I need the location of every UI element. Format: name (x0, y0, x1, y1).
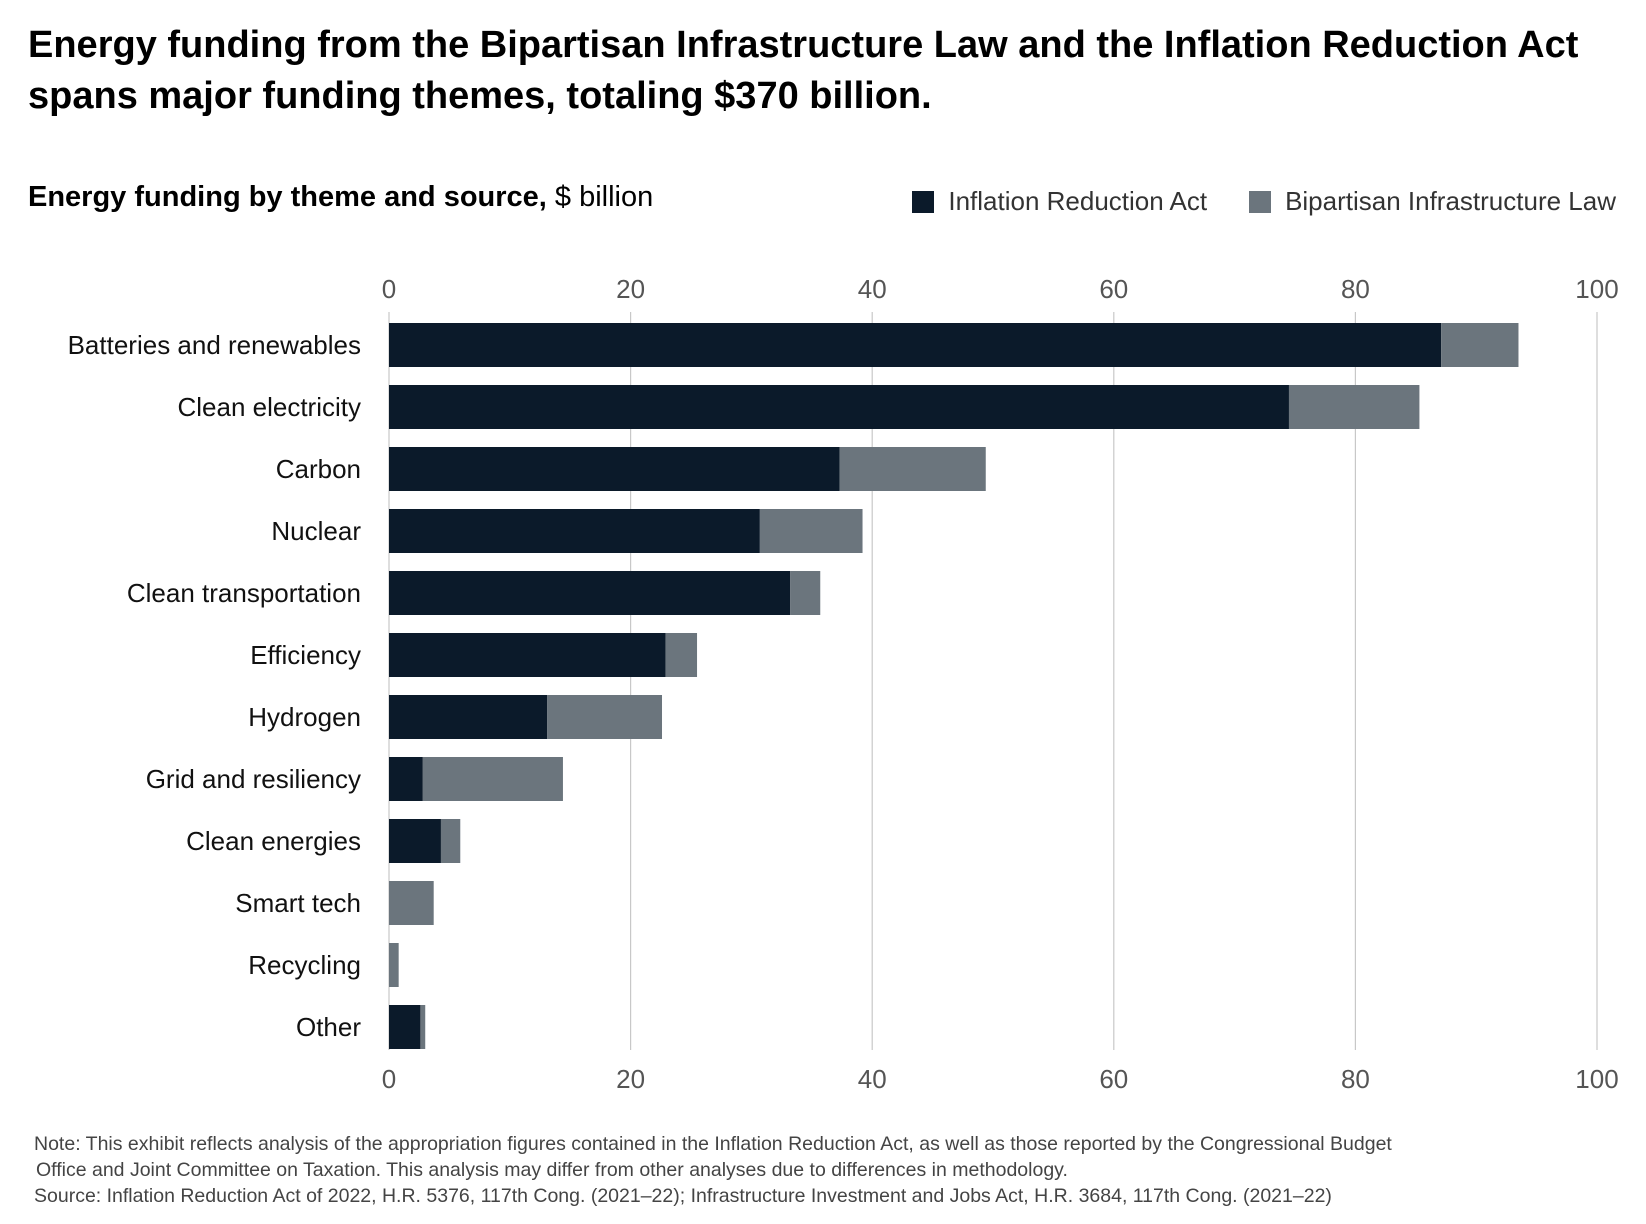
bar-batteries-and-renewables-bil (1441, 323, 1519, 367)
category-label-clean-energies: Clean energies (186, 826, 361, 856)
bar-clean-electricity-bil (1288, 385, 1420, 429)
legend-label-ira: Inflation Reduction Act (948, 186, 1208, 216)
x-tick-label-bottom-80: 80 (1341, 1064, 1370, 1094)
bar-other-ira (389, 1005, 421, 1049)
legend-swatch-ira (912, 190, 935, 213)
bar-clean-energies-bil (440, 819, 461, 863)
x-tick-label-bottom-40: 40 (858, 1064, 887, 1094)
note-line-2: Office and Joint Committee on Taxation. … (36, 1159, 1068, 1181)
category-label-batteries-and-renewables: Batteries and renewables (68, 330, 361, 360)
subtitle-unit: $ billion (546, 181, 654, 213)
category-label-carbon: Carbon (276, 454, 361, 484)
category-label-nuclear: Nuclear (271, 516, 361, 546)
category-label-smart-tech: Smart tech (235, 888, 361, 918)
legend-item-ira: Inflation Reduction Act (912, 186, 1207, 217)
x-tick-label-bottom-0: 0 (382, 1064, 396, 1094)
x-tick-label-top-40: 40 (858, 274, 887, 304)
bar-other-bil (420, 1005, 426, 1049)
subtitle-label: Energy funding by theme and source, (28, 181, 547, 213)
x-tick-label-top-0: 0 (382, 274, 396, 304)
x-tick-label-top-60: 60 (1099, 274, 1128, 304)
category-label-recycling: Recycling (248, 950, 361, 980)
bar-efficiency-bil (665, 633, 698, 677)
category-label-clean-electricity: Clean electricity (177, 392, 361, 422)
category-label-efficiency: Efficiency (250, 640, 361, 670)
x-tick-label-bottom-20: 20 (616, 1064, 645, 1094)
bar-batteries-and-renewables-ira (389, 323, 1442, 367)
bar-clean-transportation-bil (790, 571, 821, 615)
x-tick-label-bottom-60: 60 (1099, 1064, 1128, 1094)
bar-hydrogen-ira (389, 695, 548, 739)
bar-clean-transportation-ira (389, 571, 791, 615)
chart-subtitle: Energy funding by theme and source, $ bi… (28, 181, 653, 214)
category-label-other: Other (296, 1012, 361, 1042)
note-line-1: Note: This exhibit reflects analysis of … (34, 1133, 1392, 1155)
bar-hydrogen-bil (547, 695, 663, 739)
x-tick-label-top-80: 80 (1341, 274, 1370, 304)
legend: Inflation Reduction Act Bipartisan Infra… (870, 186, 1616, 217)
x-tick-label-top-20: 20 (616, 274, 645, 304)
bar-nuclear-bil (759, 509, 863, 553)
bar-grid-and-resiliency-ira (389, 757, 423, 801)
bar-nuclear-ira (389, 509, 760, 553)
category-label-grid-and-resiliency: Grid and resiliency (146, 764, 361, 794)
stacked-bar-chart: 0 0 20 20 40 40 60 60 80 80 100 100 Batteries and re… (68, 274, 1619, 1094)
source-line: Source: Inflation Reduction Act of 2022,… (34, 1185, 1332, 1207)
bar-clean-electricity-ira (389, 385, 1289, 429)
bar-grid-and-resiliency-bil (422, 757, 563, 801)
bar-carbon-ira (389, 447, 840, 491)
category-label-hydrogen: Hydrogen (248, 702, 361, 732)
legend-label-bil: Bipartisan Infrastructure Law (1285, 186, 1616, 216)
legend-swatch-bil (1249, 190, 1272, 213)
bar-efficiency-ira (389, 633, 666, 677)
legend-item-bil: Bipartisan Infrastructure Law (1249, 186, 1616, 217)
category-label-clean-transportation: Clean transportation (127, 578, 361, 608)
bar-carbon-bil (839, 447, 986, 491)
x-tick-label-top-100: 100 (1575, 274, 1618, 304)
chart-title: Energy funding from the Bipartisan Infra… (28, 24, 1579, 117)
bar-recycling-bil (389, 943, 399, 987)
footnotes: Note: This exhibit reflects analysis of … (34, 1131, 1624, 1209)
bar-smart-tech-bil (389, 881, 434, 925)
bar-clean-energies-ira (389, 819, 441, 863)
x-tick-label-bottom-100: 100 (1575, 1064, 1618, 1094)
